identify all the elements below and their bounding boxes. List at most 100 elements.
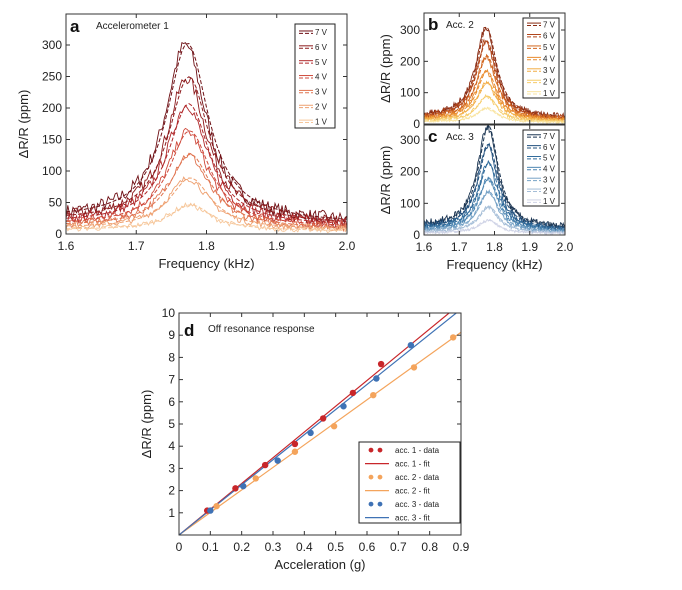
x-tick-label: 2.0 <box>339 239 356 253</box>
legend-marker <box>377 501 383 507</box>
fit-line <box>179 313 451 535</box>
data-point <box>207 507 214 514</box>
y-tick-label: 7 <box>168 373 175 387</box>
legend-label: 4 V <box>315 73 328 82</box>
legend-marker <box>368 447 374 453</box>
legend-label: acc. 3 - data <box>395 500 440 509</box>
fit-line-7V <box>66 42 347 220</box>
x-tick-label: 0 <box>176 540 183 554</box>
legend-label: acc. 1 - data <box>395 446 440 455</box>
x-tick-label: 0.6 <box>359 540 376 554</box>
panel-label: b <box>428 15 438 34</box>
legend-label: 7 V <box>543 132 556 141</box>
legend-box <box>358 441 461 524</box>
x-tick-label: 1.8 <box>198 239 215 253</box>
x-tick-label: 1.6 <box>416 240 433 254</box>
data-line-7V <box>66 42 347 224</box>
data-point <box>449 334 457 341</box>
fit-line-7V <box>424 125 565 228</box>
legend-label: 6 V <box>315 43 328 52</box>
data-point <box>274 457 281 464</box>
fit-line-5V <box>66 102 347 224</box>
x-axis-label: Frequency (kHz) <box>158 256 254 271</box>
data-line-3V <box>66 152 347 233</box>
data-line-4V <box>66 127 347 231</box>
data-line-1V <box>424 218 565 235</box>
x-tick-label: 2.0 <box>557 240 574 254</box>
y-tick-label: 10 <box>162 306 176 320</box>
y-tick-label: 250 <box>42 70 62 84</box>
plot-area <box>424 26 565 124</box>
chart-panel-a: 1.6 1.7 1.8 1.9 2.0 0 50 100 150 200 250 300 Frequen… <box>16 13 356 271</box>
data-point <box>410 364 418 371</box>
data-line-6V <box>424 142 565 232</box>
fit-line-6V <box>424 143 565 229</box>
y-tick-label: 200 <box>400 165 420 179</box>
data-point <box>252 475 259 482</box>
legend-label: 3 V <box>543 175 556 184</box>
data-point <box>370 391 377 399</box>
legend-label: 2 V <box>315 102 328 111</box>
legend-label: 5 V <box>543 154 556 163</box>
y-tick-label: 9 <box>168 328 175 342</box>
data-line-5V <box>66 104 347 229</box>
data-line-1V <box>424 106 565 124</box>
legend-label: 7 V <box>315 28 328 37</box>
y-tick-label: 300 <box>400 23 420 37</box>
data-point <box>232 485 239 492</box>
y-axis-label: ΔR/R (ppm) <box>378 34 393 103</box>
data-line-1V <box>66 202 347 234</box>
legend-label: acc. 1 - fit <box>395 460 430 469</box>
x-tick-label: 1.8 <box>486 240 503 254</box>
legend-label: 6 V <box>543 143 556 152</box>
y-tick-label: 3 <box>168 461 175 475</box>
y-tick-label: 4 <box>168 439 175 453</box>
y-tick-label: 200 <box>400 54 420 68</box>
panel-label: a <box>70 17 80 36</box>
data-point <box>407 341 415 349</box>
x-axis-label: Acceleration (g) <box>274 557 365 572</box>
x-tick-label: 1.7 <box>128 239 145 253</box>
legend-label: acc. 3 - fit <box>395 514 430 523</box>
data-point <box>330 423 338 430</box>
legend-marker <box>377 447 383 453</box>
legend-label: 3 V <box>315 88 328 97</box>
plot-area <box>179 313 461 535</box>
y-tick-label: 0 <box>413 228 420 242</box>
y-tick-label: 100 <box>400 196 420 210</box>
legend: acc. 1 - data acc. 1 - fit acc. 2 - data ac… <box>358 441 461 524</box>
fit-line-1V <box>66 204 347 231</box>
data-point <box>373 375 380 382</box>
y-tick-label: 150 <box>42 133 62 147</box>
legend: 7 V6 V5 V4 V3 V2 V1 V <box>522 129 560 207</box>
legend-label: 4 V <box>543 165 556 174</box>
y-tick-label: 0 <box>413 117 420 131</box>
y-tick-label: 100 <box>42 164 62 178</box>
fit-line-1V <box>424 219 565 234</box>
fit-line-6V <box>424 40 565 119</box>
panel-label: c <box>428 127 437 146</box>
legend-label: 7 V <box>543 20 556 29</box>
y-tick-label: 300 <box>42 38 62 52</box>
x-tick-label: 0.4 <box>296 540 313 554</box>
y-tick-label: 8 <box>168 350 175 364</box>
x-tick-label: 1.6 <box>58 239 75 253</box>
legend-label: 5 V <box>543 43 556 52</box>
y-tick-label: 1 <box>168 506 175 520</box>
y-axis-label: ΔR/R (ppm) <box>16 90 31 159</box>
legend: 7 V6 V5 V4 V3 V2 V1 V <box>294 23 336 129</box>
y-tick-label: 100 <box>400 86 420 100</box>
x-tick-label: 1.7 <box>451 240 468 254</box>
y-tick-label: 5 <box>168 417 175 431</box>
data-line-2V <box>66 176 347 233</box>
x-tick-label: 0.7 <box>390 540 407 554</box>
x-tick-label: 0.2 <box>233 540 250 554</box>
data-point <box>349 389 357 397</box>
x-tick-label: 0.1 <box>202 540 219 554</box>
legend-marker <box>368 474 374 480</box>
legend-marker <box>377 474 383 480</box>
legend-box <box>522 17 560 99</box>
data-line-5V <box>424 53 565 121</box>
y-tick-label: 2 <box>168 484 175 498</box>
